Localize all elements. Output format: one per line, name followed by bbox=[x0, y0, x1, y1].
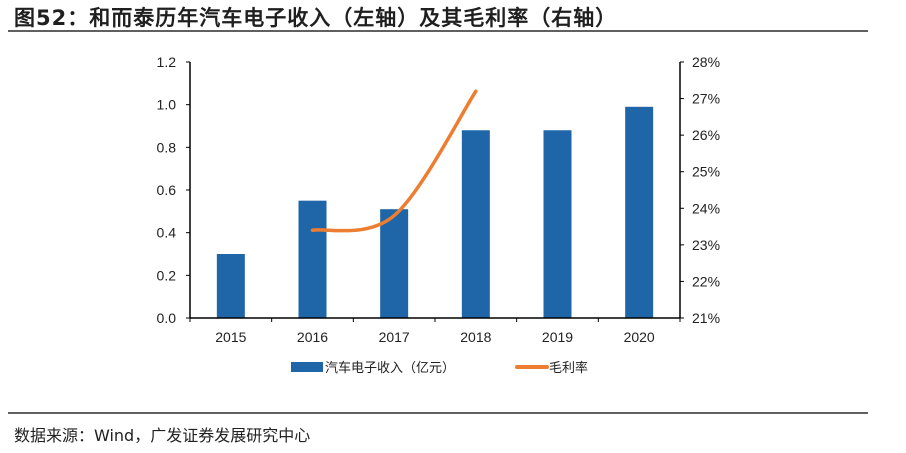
x-tick-label: 2018 bbox=[460, 329, 491, 345]
x-tick-label: 2020 bbox=[624, 329, 655, 345]
bar-2016 bbox=[298, 200, 327, 318]
x-tick-label: 2016 bbox=[297, 329, 328, 345]
left-tick-label: 0.2 bbox=[157, 267, 177, 283]
x-tick-label: 2015 bbox=[215, 329, 246, 345]
figure-title: 图52：和而泰历年汽车电子收入（左轴）及其毛利率（右轴） bbox=[14, 6, 618, 30]
left-tick-label: 0.0 bbox=[157, 310, 177, 326]
bar-2015 bbox=[216, 254, 245, 318]
left-tick-label: 1.0 bbox=[157, 97, 177, 113]
line-gross-margin bbox=[310, 89, 478, 233]
x-tick-label: 2019 bbox=[542, 329, 573, 345]
x-tick-label: 2017 bbox=[379, 329, 410, 345]
right-tick-label: 24% bbox=[692, 200, 720, 216]
bar-2018 bbox=[461, 130, 490, 318]
right-tick-label: 23% bbox=[692, 237, 720, 253]
right-tick-label: 26% bbox=[692, 127, 720, 143]
bar-2017 bbox=[380, 209, 409, 318]
right-tick-label: 27% bbox=[692, 91, 720, 107]
legend-swatch-bar bbox=[291, 362, 323, 372]
left-tick-label: 1.2 bbox=[157, 54, 177, 70]
legend-label-bar: 汽车电子收入（亿元） bbox=[325, 360, 455, 376]
right-tick-label: 25% bbox=[692, 164, 720, 180]
legend-label-line: 毛利率 bbox=[549, 360, 588, 376]
bar-2020 bbox=[625, 106, 654, 318]
left-tick-label: 0.8 bbox=[157, 139, 177, 155]
left-tick-label: 0.4 bbox=[157, 225, 177, 241]
right-tick-label: 28% bbox=[692, 54, 720, 70]
right-tick-label: 22% bbox=[692, 273, 720, 289]
right-tick-label: 21% bbox=[692, 310, 720, 326]
bar-2019 bbox=[543, 130, 572, 318]
source-note: 数据来源：Wind，广发证券发展研究中心 bbox=[14, 426, 311, 445]
left-tick-label: 0.6 bbox=[157, 182, 177, 198]
